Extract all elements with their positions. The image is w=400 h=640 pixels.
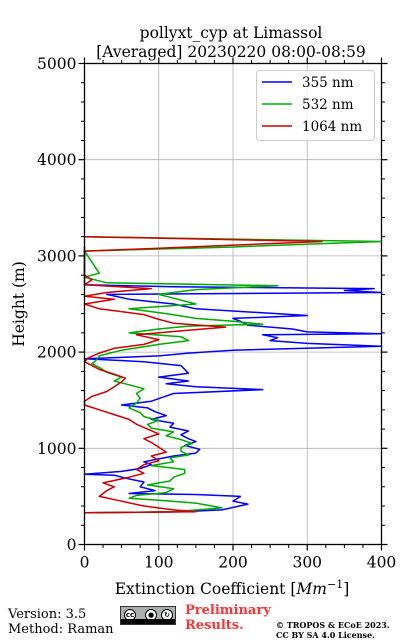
y-tick-label: 5000 [37,55,76,73]
copyright-line-2: CC BY SA 4.0 License. [276,630,375,640]
cc-license-badge: cc ● ↻ [120,606,176,625]
x-axis-label: Extinction Coefficient [Mm−1] [115,578,350,598]
x-axis-label-unit: Mm [295,580,327,598]
x-axis-label-exponent: −1 [327,578,343,591]
series-line-355-nm [83,246,383,514]
x-tick-label: 200 [218,554,248,572]
x-axis-label-main: Extinction Coefficient [115,580,286,598]
preliminary-line-2: Results. [185,618,244,633]
legend-label-1064: 1064 nm [302,119,362,135]
x-tick-label: 100 [144,554,174,572]
y-tick-label: 2000 [37,344,76,362]
series-layer [83,235,383,514]
x-tick-label: 300 [292,554,322,572]
y-tick-label: 0 [67,536,77,554]
copyright-license: © TROPOS & ECoE 2023. CC BY SA 4.0 Licen… [276,620,390,640]
version-text: Version: 3.5 [8,607,87,622]
y-tick-label: 1000 [37,440,76,458]
axis-ticks [78,57,388,551]
series-line-1064-nm [83,235,323,514]
legend-label-355: 355 nm [302,75,354,91]
x-tick-label: 400 [367,554,397,572]
y-axis-label: Height (m) [10,261,28,347]
y-tick-label: 3000 [37,247,76,265]
preliminary-results-notice: Preliminary Results. [185,603,271,633]
x-tick-label: 0 [80,554,90,572]
y-tick-label: 4000 [37,151,76,169]
method-text: Method: Raman [8,622,114,637]
copyright-line-1: © TROPOS & ECoE 2023. [276,620,390,630]
y-tick-labels: 0 1000 2000 3000 4000 5000 [37,55,76,554]
legend: 355 nm 532 nm 1064 nm [256,70,375,141]
sa-icon: ↻ [161,609,173,621]
legend-label-532: 532 nm [302,97,354,113]
series-line-532-nm [83,235,383,514]
legend-box [256,70,375,141]
preliminary-line-1: Preliminary [185,603,271,618]
chart-title: pollyxt_cyp at Limassol [140,24,323,42]
x-tick-labels: 0 100 200 300 400 [80,554,397,572]
chart-subtitle: [Averaged] 20230220 08:00-08:59 [96,43,366,61]
cc-icon: cc [124,609,136,621]
cc-badge-strip [121,619,175,624]
